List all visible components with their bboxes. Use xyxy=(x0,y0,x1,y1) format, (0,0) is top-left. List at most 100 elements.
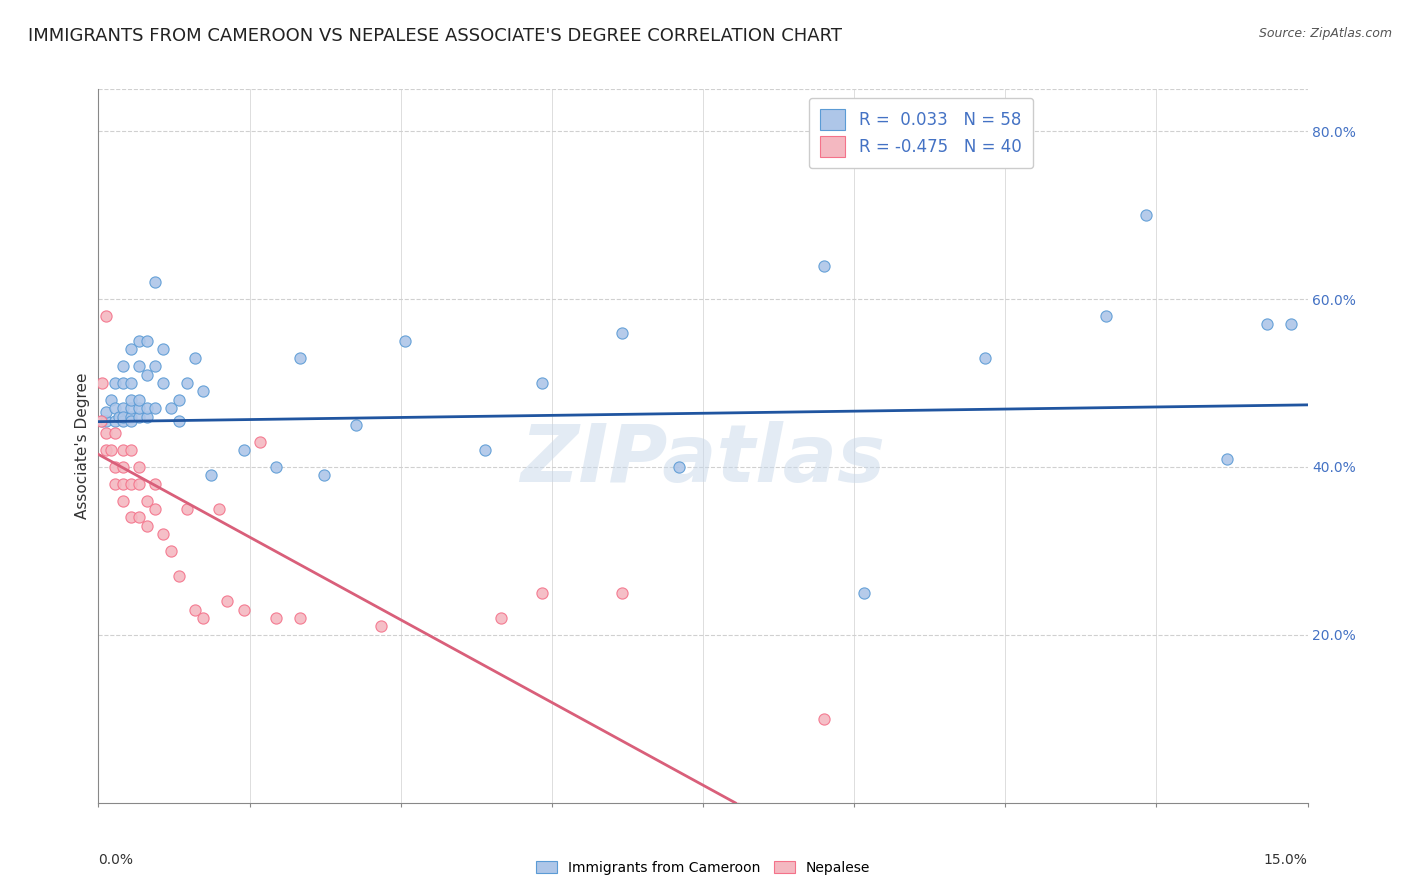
Point xyxy=(152,527,174,541)
Point xyxy=(530,376,553,390)
Point xyxy=(111,409,134,424)
Point xyxy=(120,409,142,424)
Point xyxy=(103,414,125,428)
Point xyxy=(612,586,634,600)
Point xyxy=(135,368,157,382)
Point xyxy=(111,476,134,491)
Point xyxy=(103,401,125,416)
Point xyxy=(143,502,166,516)
Text: ZIPatlas: ZIPatlas xyxy=(520,421,886,500)
Point xyxy=(143,275,166,289)
Point xyxy=(111,493,134,508)
Point xyxy=(160,544,183,558)
Point xyxy=(612,326,634,340)
Point xyxy=(120,343,142,357)
Point xyxy=(120,510,142,524)
Point xyxy=(120,401,142,416)
Point xyxy=(96,426,118,441)
Point xyxy=(96,309,118,323)
Point xyxy=(128,359,150,374)
Point xyxy=(103,376,125,390)
Point xyxy=(120,414,142,428)
Point xyxy=(120,476,142,491)
Point xyxy=(813,259,835,273)
Point xyxy=(143,476,166,491)
Point xyxy=(143,401,166,416)
Point xyxy=(1256,318,1278,332)
Point xyxy=(135,334,157,348)
Point xyxy=(370,619,392,633)
Point xyxy=(128,334,150,348)
Point xyxy=(176,502,198,516)
Legend: R =  0.033   N = 58, R = -0.475   N = 40: R = 0.033 N = 58, R = -0.475 N = 40 xyxy=(808,97,1033,169)
Point xyxy=(288,611,311,625)
Point xyxy=(974,351,997,365)
Point xyxy=(135,401,157,416)
Text: 15.0%: 15.0% xyxy=(1264,853,1308,867)
Point xyxy=(176,376,198,390)
Point xyxy=(167,414,190,428)
Point xyxy=(193,384,215,399)
Point xyxy=(152,376,174,390)
Point xyxy=(100,443,122,458)
Point xyxy=(107,409,129,424)
Point xyxy=(344,417,367,432)
Point xyxy=(111,376,134,390)
Legend: Immigrants from Cameroon, Nepalese: Immigrants from Cameroon, Nepalese xyxy=(530,855,876,880)
Point xyxy=(128,401,150,416)
Point xyxy=(530,586,553,600)
Text: IMMIGRANTS FROM CAMEROON VS NEPALESE ASSOCIATE'S DEGREE CORRELATION CHART: IMMIGRANTS FROM CAMEROON VS NEPALESE ASS… xyxy=(28,27,842,45)
Point xyxy=(111,443,134,458)
Point xyxy=(1135,208,1157,222)
Point xyxy=(1216,451,1239,466)
Point xyxy=(120,392,142,407)
Point xyxy=(120,376,142,390)
Point xyxy=(111,460,134,475)
Point xyxy=(103,426,125,441)
Point xyxy=(111,414,134,428)
Text: 0.0%: 0.0% xyxy=(98,853,134,867)
Point xyxy=(1095,309,1118,323)
Text: Source: ZipAtlas.com: Source: ZipAtlas.com xyxy=(1258,27,1392,40)
Point xyxy=(288,351,311,365)
Point xyxy=(217,594,239,608)
Point xyxy=(813,712,835,726)
Point xyxy=(264,611,287,625)
Point xyxy=(91,376,114,390)
Point xyxy=(314,468,336,483)
Point xyxy=(394,334,416,348)
Point xyxy=(143,359,166,374)
Point xyxy=(96,414,118,428)
Point xyxy=(249,434,271,449)
Point xyxy=(184,603,207,617)
Point xyxy=(90,414,112,428)
Point xyxy=(128,510,150,524)
Point xyxy=(128,409,150,424)
Point xyxy=(491,611,513,625)
Point xyxy=(853,586,876,600)
Point xyxy=(1281,318,1303,332)
Point xyxy=(128,476,150,491)
Point xyxy=(232,603,254,617)
Point xyxy=(128,460,150,475)
Point xyxy=(184,351,207,365)
Point xyxy=(135,493,157,508)
Point xyxy=(96,443,118,458)
Point xyxy=(103,460,125,475)
Point xyxy=(152,343,174,357)
Point xyxy=(208,502,231,516)
Point xyxy=(167,569,190,583)
Point xyxy=(167,392,190,407)
Point xyxy=(193,611,215,625)
Point xyxy=(103,476,125,491)
Point xyxy=(232,443,254,458)
Point xyxy=(100,392,122,407)
Point xyxy=(474,443,496,458)
Point xyxy=(128,392,150,407)
Point xyxy=(668,460,690,475)
Point xyxy=(120,443,142,458)
Point xyxy=(96,405,118,419)
Point xyxy=(91,414,114,428)
Point xyxy=(160,401,183,416)
Point xyxy=(111,401,134,416)
